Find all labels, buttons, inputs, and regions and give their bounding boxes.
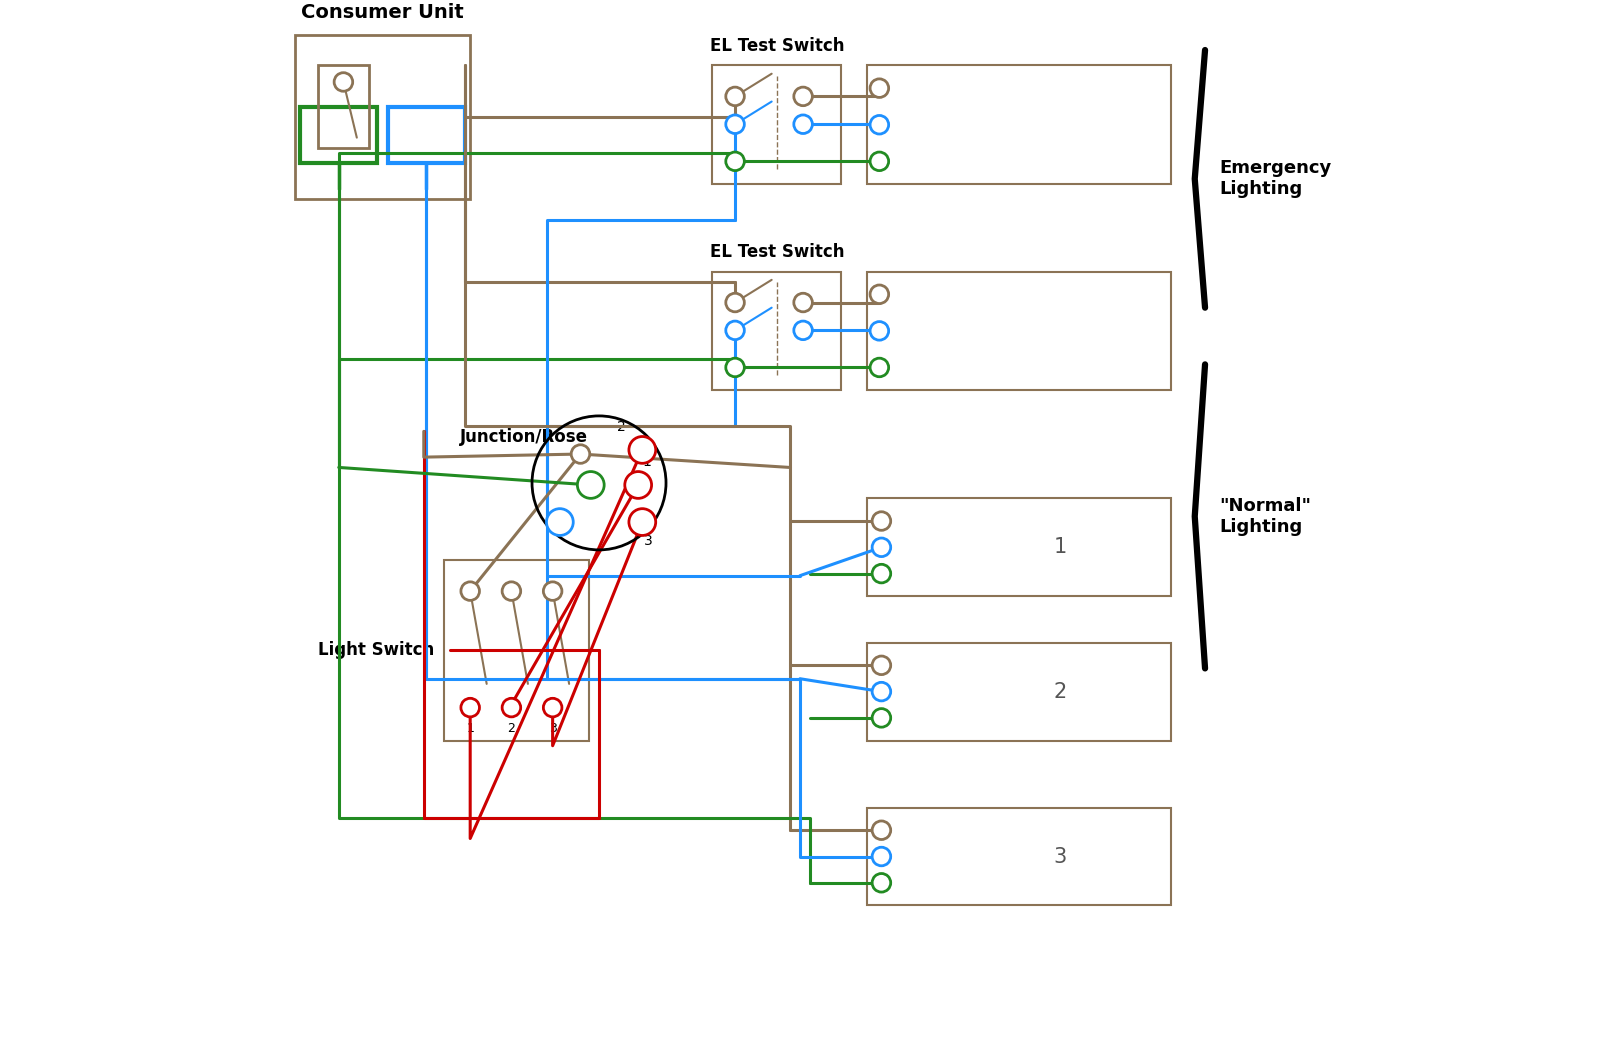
Circle shape <box>872 682 891 701</box>
Circle shape <box>872 847 891 866</box>
Text: Emergency
Lighting: Emergency Lighting <box>1219 159 1331 199</box>
Circle shape <box>544 699 562 717</box>
Circle shape <box>794 87 813 106</box>
Circle shape <box>726 358 744 377</box>
Circle shape <box>502 582 520 600</box>
Circle shape <box>872 821 891 840</box>
Circle shape <box>872 565 891 583</box>
Text: 3: 3 <box>1054 846 1067 866</box>
Text: 2: 2 <box>507 723 515 735</box>
Text: 1: 1 <box>466 723 474 735</box>
Circle shape <box>872 708 891 727</box>
Circle shape <box>870 321 888 340</box>
Circle shape <box>502 699 520 717</box>
Circle shape <box>571 445 590 463</box>
Circle shape <box>629 508 656 536</box>
Circle shape <box>726 87 744 106</box>
Circle shape <box>726 152 744 170</box>
Text: 1: 1 <box>642 455 651 470</box>
Text: Junction/Rose: Junction/Rose <box>459 428 587 446</box>
Circle shape <box>794 115 813 134</box>
Circle shape <box>872 538 891 556</box>
Text: 2: 2 <box>616 420 626 434</box>
Circle shape <box>726 321 744 340</box>
Text: 3: 3 <box>549 723 557 735</box>
Text: Consumer Unit: Consumer Unit <box>301 3 464 22</box>
Circle shape <box>544 582 562 600</box>
Circle shape <box>870 115 888 134</box>
Circle shape <box>726 115 744 134</box>
Circle shape <box>334 72 352 91</box>
Text: EL Test Switch: EL Test Switch <box>709 38 845 55</box>
Circle shape <box>870 358 888 377</box>
Circle shape <box>872 511 891 530</box>
Circle shape <box>629 436 656 463</box>
Circle shape <box>624 472 651 498</box>
Circle shape <box>794 293 813 312</box>
Circle shape <box>870 285 888 303</box>
Circle shape <box>872 656 891 675</box>
Circle shape <box>870 152 888 170</box>
Circle shape <box>461 582 480 600</box>
Circle shape <box>870 78 888 97</box>
Text: 3: 3 <box>645 533 653 548</box>
Circle shape <box>872 873 891 892</box>
Text: 2: 2 <box>1054 682 1067 702</box>
Text: "Normal"
Lighting: "Normal" Lighting <box>1219 497 1312 536</box>
Circle shape <box>726 293 744 312</box>
Circle shape <box>547 508 573 536</box>
Text: Light Switch: Light Switch <box>318 641 434 659</box>
Text: EL Test Switch: EL Test Switch <box>709 244 845 262</box>
Text: 1: 1 <box>1054 538 1067 558</box>
Circle shape <box>794 321 813 340</box>
Circle shape <box>578 472 605 498</box>
Circle shape <box>461 699 480 717</box>
